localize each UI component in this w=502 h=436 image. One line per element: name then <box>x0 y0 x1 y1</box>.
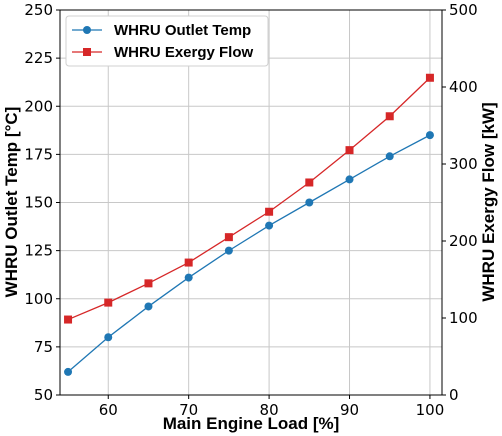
data-point-whru-outlet-temp-65 <box>144 302 153 311</box>
data-point-whru-exergy-flow-70 <box>184 258 193 267</box>
data-point-whru-outlet-temp-55 <box>64 367 73 376</box>
right-y-tick-label-500: 500 <box>449 1 478 19</box>
left-y-tick-label-50: 50 <box>34 386 53 404</box>
legend-label-temp: WHRU Outlet Temp <box>114 22 251 39</box>
legend-box <box>65 15 269 67</box>
data-point-whru-outlet-temp-60 <box>104 333 113 342</box>
data-point-whru-exergy-flow-80 <box>265 207 274 216</box>
data-point-whru-exergy-flow-60 <box>104 298 113 307</box>
series-line-whru-exergy-flow <box>67 77 431 321</box>
right-y-tick-label-0: 0 <box>449 386 459 404</box>
left-y-tick-label-200: 200 <box>24 97 53 115</box>
data-point-whru-outlet-temp-75 <box>224 246 233 255</box>
left-y-tick-label-125: 125 <box>24 242 53 260</box>
data-point-whru-exergy-flow-100 <box>425 73 434 82</box>
left-y-tick-label-75: 75 <box>34 338 53 356</box>
data-point-whru-exergy-flow-65 <box>144 279 153 288</box>
right-y-axis: 0 100 200 300 400 500 <box>442 1 478 404</box>
right-y-tick-label-200: 200 <box>449 232 478 250</box>
data-point-whru-outlet-temp-90 <box>345 175 354 184</box>
data-point-whru-outlet-temp-95 <box>385 152 394 161</box>
legend-marker-exergy <box>83 48 91 56</box>
data-point-whru-exergy-flow-55 <box>64 315 73 324</box>
left-y-tick-label-150: 150 <box>24 194 53 212</box>
series-line-whru-outlet-temp <box>67 134 431 373</box>
legend-label-exergy: WHRU Exergy Flow <box>114 44 254 61</box>
data-point-whru-outlet-temp-100 <box>425 131 434 140</box>
x-axis-title: Main Engine Load [%] <box>163 414 340 433</box>
left-y-axis: 50 75 100 125 150 175 200 225 250 <box>24 1 60 404</box>
right-y-axis-title: WHRU Exergy Flow [kW] <box>479 102 498 301</box>
data-point-whru-exergy-flow-90 <box>345 146 354 155</box>
left-y-tick-label-100: 100 <box>24 290 53 308</box>
right-y-tick-label-400: 400 <box>449 78 478 96</box>
data-point-whru-outlet-temp-80 <box>265 221 274 230</box>
left-y-tick-label-250: 250 <box>24 1 53 19</box>
right-y-tick-label-300: 300 <box>449 155 478 173</box>
series-layer <box>64 73 434 376</box>
grid <box>60 9 442 396</box>
data-point-whru-exergy-flow-95 <box>385 112 394 121</box>
x-axis: 60 70 80 90 100 <box>99 395 445 419</box>
data-point-whru-exergy-flow-85 <box>305 178 314 187</box>
left-y-axis-title: WHRU Outlet Temp [°C] <box>2 107 21 298</box>
data-point-whru-outlet-temp-85 <box>305 198 314 207</box>
data-point-whru-outlet-temp-70 <box>184 273 193 282</box>
x-tick-label-70: 70 <box>179 401 198 419</box>
left-y-tick-label-225: 225 <box>24 49 53 67</box>
left-y-tick-label-175: 175 <box>24 145 53 163</box>
legend: WHRU Outlet Temp WHRU Exergy Flow <box>65 15 269 67</box>
right-y-tick-label-100: 100 <box>449 309 478 327</box>
data-point-whru-exergy-flow-75 <box>224 233 233 242</box>
x-tick-label-60: 60 <box>99 401 118 419</box>
legend-marker-temp <box>83 26 91 34</box>
x-tick-label-100: 100 <box>416 401 445 419</box>
x-tick-label-80: 80 <box>260 401 279 419</box>
x-tick-label-90: 90 <box>340 401 359 419</box>
